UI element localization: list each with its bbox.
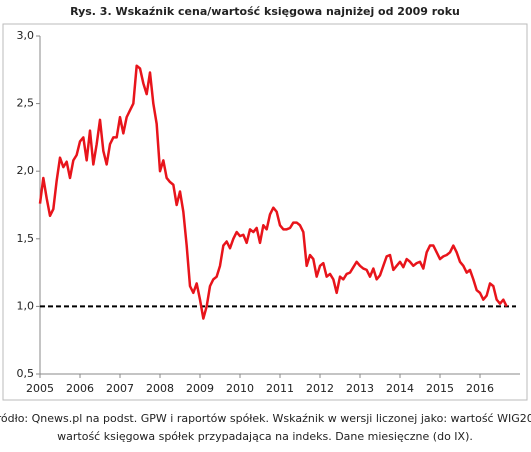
x-tick-label: 2013 [346,382,374,395]
x-tick-label: 2005 [26,382,54,395]
x-tick-label: 2006 [66,382,94,395]
x-tick-label: 2015 [426,382,454,395]
x-tick-label: 2008 [146,382,174,395]
chart-title: Rys. 3. Wskaźnik cena/wartość księgowa n… [70,5,460,18]
y-tick-label: 2,0 [17,164,35,177]
y-tick-label: 3,0 [17,29,35,42]
x-tick-label: 2007 [106,382,134,395]
source-note: Źródło: Qnews.pl na podst. GPW i raportó… [0,412,531,425]
chart-frame [2,23,528,401]
y-tick-label: 0,5 [17,367,35,380]
x-tick-label: 2010 [226,382,254,395]
y-tick-label: 1,5 [17,232,35,245]
y-tick-label: 2,5 [17,97,35,110]
x-tick-label: 2011 [266,382,294,395]
y-tick-label: 1,0 [17,299,35,312]
data-line [38,64,508,320]
source-note: wartość księgowa spółek przypadająca na … [57,430,473,443]
x-tick-label: 2009 [186,382,214,395]
x-tick-label: 2014 [386,382,414,395]
x-tick-label: 2016 [466,382,494,395]
x-tick-label: 2012 [306,382,334,395]
